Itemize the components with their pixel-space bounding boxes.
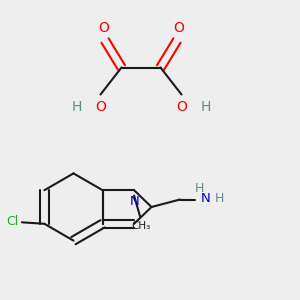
Text: O: O bbox=[98, 22, 109, 35]
Text: H: H bbox=[214, 192, 224, 206]
Text: Cl: Cl bbox=[6, 215, 18, 228]
Text: N: N bbox=[201, 192, 211, 206]
Text: CH₃: CH₃ bbox=[131, 220, 150, 231]
Text: H: H bbox=[195, 182, 205, 195]
Text: O: O bbox=[95, 100, 106, 114]
Text: H: H bbox=[200, 100, 211, 114]
Text: N: N bbox=[130, 195, 140, 208]
Text: O: O bbox=[176, 100, 187, 114]
Text: O: O bbox=[173, 22, 184, 35]
Text: H: H bbox=[71, 100, 82, 114]
